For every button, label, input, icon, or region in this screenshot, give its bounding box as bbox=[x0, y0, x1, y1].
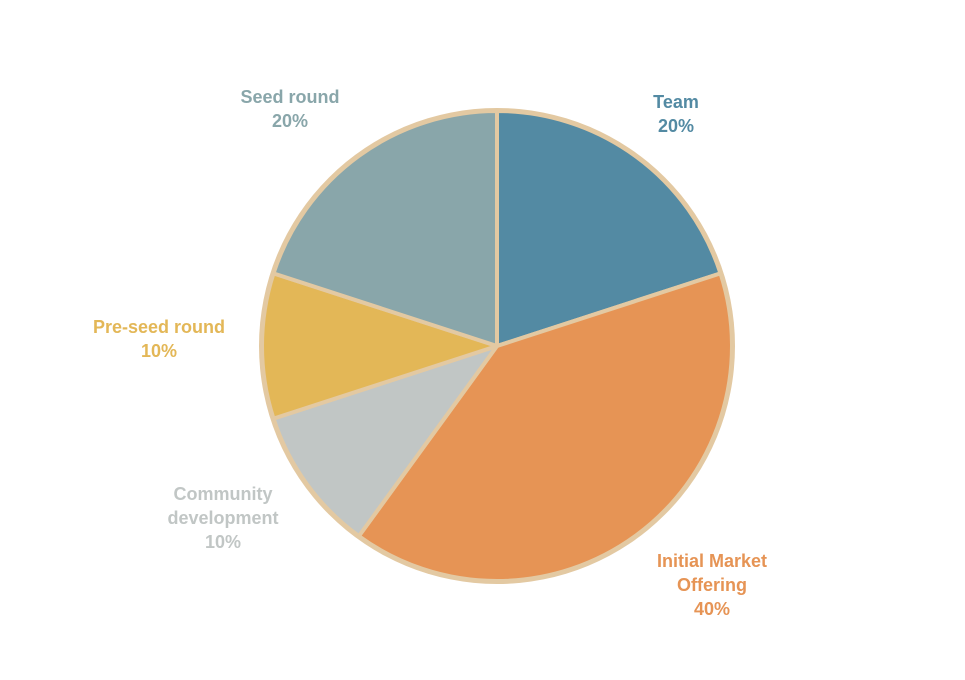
slice-label-community-development: Community development 10% bbox=[167, 484, 278, 552]
slice-label-line: 40% bbox=[694, 599, 730, 619]
pie-slice-community-development bbox=[271, 344, 499, 539]
pie-slice-team bbox=[495, 109, 723, 348]
slice-label-line: 10% bbox=[205, 532, 241, 552]
pie-slice-pre-seed-round bbox=[260, 271, 499, 421]
slice-label-line: development bbox=[167, 508, 278, 528]
slice-label-line: 10% bbox=[141, 341, 177, 361]
slice-label-team: Team 20% bbox=[653, 92, 699, 136]
slice-label-line: 20% bbox=[658, 116, 694, 136]
slice-label-line: Initial Market bbox=[657, 551, 767, 571]
slice-label-line: Community bbox=[174, 484, 273, 504]
pie-labels: Team 20% Initial Market Offering 40% Communit… bbox=[93, 87, 767, 619]
pie-slice-seed-round bbox=[271, 109, 499, 348]
slice-label-line: 20% bbox=[272, 111, 308, 131]
slice-label-initial-market-offering: Initial Market Offering 40% bbox=[657, 551, 767, 619]
slice-label-line: Offering bbox=[677, 575, 747, 595]
pie-slice-initial-market-offering bbox=[356, 271, 734, 583]
slice-label-line: Seed round bbox=[240, 87, 339, 107]
slice-label-line: Pre-seed round bbox=[93, 317, 225, 337]
slice-label-line: Team bbox=[653, 92, 699, 112]
pie-slices bbox=[260, 109, 734, 583]
slice-label-pre-seed-round: Pre-seed round 10% bbox=[93, 317, 225, 361]
slice-label-seed-round: Seed round 20% bbox=[240, 87, 339, 131]
